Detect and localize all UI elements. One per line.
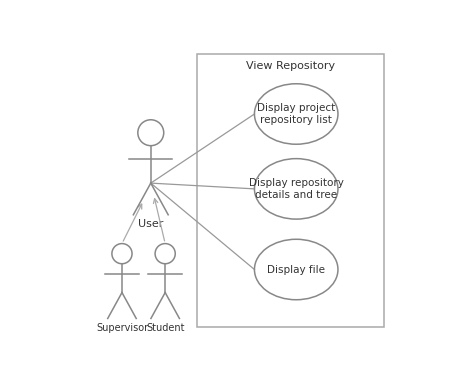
Text: Display project
repository list: Display project repository list	[257, 103, 335, 125]
Text: Display repository
details and tree: Display repository details and tree	[249, 178, 344, 200]
Text: Supervisor: Supervisor	[96, 323, 148, 333]
Text: View Repository: View Repository	[246, 61, 335, 71]
Text: User: User	[138, 219, 164, 229]
Text: Display file: Display file	[267, 264, 325, 275]
Bar	[197, 53, 384, 327]
Text: Student: Student	[146, 323, 184, 333]
